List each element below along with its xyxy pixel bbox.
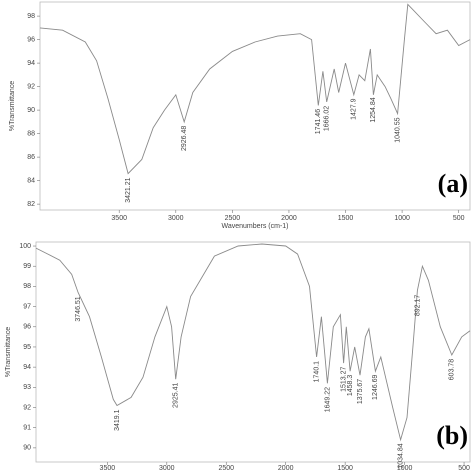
spectrum-line bbox=[39, 3, 471, 175]
y-tick-label: 86 bbox=[27, 154, 35, 161]
peak-label: 1649.22 bbox=[324, 387, 331, 412]
peak-label: 1458.3 bbox=[347, 375, 354, 397]
x-tick-label: 3500 bbox=[100, 465, 116, 472]
x-tick-label: 2500 bbox=[225, 215, 241, 222]
x-tick-label: 500 bbox=[453, 215, 465, 222]
peak-label: 3746.51 bbox=[75, 296, 82, 321]
x-tick-label: 3000 bbox=[159, 465, 175, 472]
y-axis-label: %Transmittance bbox=[5, 327, 12, 377]
y-tick-label: 97 bbox=[23, 303, 31, 310]
peak-label: 1740.1 bbox=[313, 361, 320, 383]
peak-label: 1513.27 bbox=[340, 367, 347, 392]
x-tick-label: 1000 bbox=[394, 215, 410, 222]
x-tick-label: 1500 bbox=[338, 215, 354, 222]
peak-label: 1741.46 bbox=[315, 109, 322, 134]
y-tick-label: 96 bbox=[23, 324, 31, 331]
x-axis-label: Wavenumbers (cm-1) bbox=[221, 223, 288, 230]
y-tick-label: 95 bbox=[23, 344, 31, 351]
y-tick-label: 91 bbox=[23, 425, 31, 432]
y-tick-label: 99 bbox=[23, 263, 31, 270]
x-tick-label: 500 bbox=[458, 465, 470, 472]
y-tick-label: 93 bbox=[23, 384, 31, 391]
x-tick-label: 3000 bbox=[168, 215, 184, 222]
x-tick-label: 1000 bbox=[397, 465, 413, 472]
plot-frame bbox=[39, 1, 471, 211]
x-tick-label: 2000 bbox=[278, 465, 294, 472]
peak-label: 1040.55 bbox=[394, 117, 401, 142]
y-tick-label: 84 bbox=[27, 177, 35, 184]
panel-label: (a) bbox=[438, 169, 468, 198]
peak-label: 1034.84 bbox=[397, 443, 404, 468]
peak-label: 2926.48 bbox=[181, 126, 188, 151]
peak-label: 1254.84 bbox=[370, 97, 377, 122]
x-tick-label: 3500 bbox=[111, 215, 127, 222]
x-tick-label: 2000 bbox=[281, 215, 297, 222]
y-tick-label: 92 bbox=[27, 83, 35, 90]
y-tick-label: 94 bbox=[27, 60, 35, 67]
peak-label: 2925.41 bbox=[173, 383, 180, 408]
y-tick-label: 90 bbox=[27, 107, 35, 114]
y-axis-label: %Transmittance bbox=[9, 81, 16, 131]
peak-label: 3421.21 bbox=[125, 177, 132, 202]
peak-label: 3419.1 bbox=[114, 409, 121, 431]
peak-label: 1427.9 bbox=[351, 98, 358, 120]
peak-label: 1375.67 bbox=[357, 379, 364, 404]
peak-label: 603.78 bbox=[449, 359, 456, 381]
panel-label: (b) bbox=[436, 421, 468, 450]
peak-label: 1246.69 bbox=[372, 375, 379, 400]
y-tick-label: 98 bbox=[23, 283, 31, 290]
y-tick-label: 82 bbox=[27, 201, 35, 208]
x-tick-label: 1500 bbox=[337, 465, 353, 472]
y-tick-label: 94 bbox=[23, 364, 31, 371]
y-tick-label: 98 bbox=[27, 13, 35, 20]
y-tick-label: 100 bbox=[19, 243, 31, 250]
y-tick-label: 88 bbox=[27, 130, 35, 137]
x-tick-label: 2500 bbox=[218, 465, 234, 472]
y-tick-label: 92 bbox=[23, 404, 31, 411]
y-tick-label: 90 bbox=[23, 445, 31, 452]
plot-frame bbox=[35, 241, 471, 463]
peak-label: 892.17 bbox=[414, 295, 421, 317]
peak-label: 1666.02 bbox=[324, 106, 331, 131]
spectrum-line bbox=[35, 243, 471, 442]
y-tick-label: 96 bbox=[27, 36, 35, 43]
